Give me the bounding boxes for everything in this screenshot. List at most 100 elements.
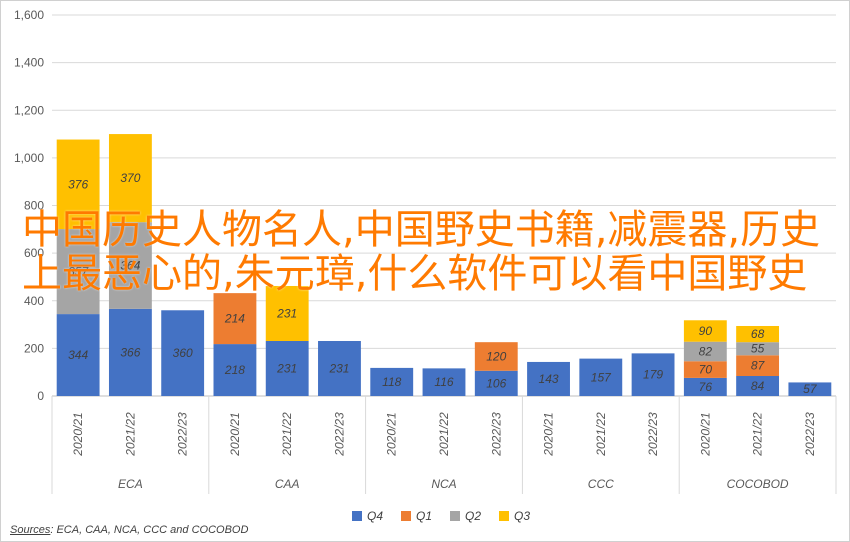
bar-segment-q1: [736, 355, 780, 376]
x-tick-label: 2022/23: [332, 412, 346, 457]
group-label: NCA: [431, 477, 456, 491]
x-tick-label: 2020/21: [542, 412, 556, 456]
group-label: ECA: [118, 477, 143, 491]
bar-segment-q4: [631, 353, 675, 396]
legend-label: Q1: [416, 509, 433, 523]
group-label: COCOBOD: [727, 477, 789, 491]
bar-segment-q1: [474, 342, 518, 371]
data-label: 76: [699, 380, 713, 394]
bar-segment-q4: [265, 340, 309, 396]
legend-swatch: [401, 511, 412, 521]
data-label: 179: [643, 368, 663, 382]
source-text: : ECA, CAA, NCA, CCC and COCOBOD: [50, 524, 249, 536]
bar-segment-q3: [683, 320, 727, 342]
legend-swatch: [352, 511, 362, 521]
bar-segment-q4: [370, 367, 414, 396]
data-label: 70: [699, 363, 713, 377]
bar-segment-q2: [108, 222, 152, 309]
data-label: 214: [224, 312, 245, 326]
bar-segment-q4: [318, 340, 361, 396]
data-label: 231: [328, 361, 349, 375]
x-tick-label: 2021/22: [751, 412, 765, 457]
legend-swatch: [450, 511, 461, 521]
data-label: 231: [276, 361, 297, 375]
y-tick-label: 600: [24, 246, 44, 260]
x-tick-label: 2022/23: [803, 412, 817, 457]
data-label: 84: [751, 379, 765, 393]
x-tick-label: 2020/21: [385, 412, 399, 456]
data-label: 87: [751, 359, 766, 373]
y-tick-label: 1,600: [14, 8, 44, 22]
bar-segment-q4: [736, 375, 780, 396]
y-tick-label: 200: [24, 341, 44, 355]
bar-segment-q4: [683, 377, 727, 396]
bar-segment-q4: [108, 308, 152, 396]
x-tick-label: 2021/22: [123, 412, 137, 457]
bar-segment-q4: [474, 370, 518, 396]
data-label: 364: [120, 259, 140, 273]
y-tick-label: 1,200: [14, 103, 44, 117]
legend-swatch: [499, 511, 510, 521]
x-tick-label: 2020/21: [71, 412, 85, 456]
group-label: CCC: [588, 477, 614, 491]
x-tick-label: 2021/22: [437, 412, 451, 457]
data-label: 57: [803, 382, 818, 396]
legend: Q4 Q1 Q2 Q3: [352, 509, 530, 523]
bar-segment-q3: [108, 134, 152, 223]
legend-label: Q4: [367, 509, 384, 523]
legend-label: Q2: [465, 509, 482, 523]
y-tick-label: 1,000: [14, 151, 44, 165]
x-axis: ECA CAA NCA CCC COCOBOD 2020/21 2021/22 2022/23…: [51, 396, 837, 494]
x-tick-label: 2022/23: [646, 412, 660, 457]
data-label: 157: [591, 370, 612, 384]
bar-segment-q4: [161, 310, 205, 396]
y-axis: 0 200 400 600 800 1,000 1,200 1,400 1,600: [14, 8, 44, 403]
y-tick-label: 0: [37, 389, 44, 403]
bar-segment-q2: [56, 229, 100, 315]
bar-segment-q2: [683, 341, 727, 362]
data-label: 143: [539, 372, 559, 386]
bar-segment-q1: [683, 361, 727, 378]
bar-segment-q4: [788, 382, 832, 396]
data-label: 344: [68, 348, 88, 362]
legend-item-q4: Q4: [352, 509, 383, 523]
legend-item-q3: Q3: [499, 509, 530, 523]
data-label: 90: [699, 324, 713, 338]
data-label: 218: [224, 363, 245, 377]
bar-segment-q1: [213, 293, 257, 345]
data-label: 376: [68, 177, 88, 191]
data-label: 357: [68, 265, 89, 279]
bars: 344 357 376 366 364 370 360 218 214 231 231 231 118 1…: [56, 134, 832, 396]
bar-segment-q3: [736, 325, 780, 343]
data-label: 370: [120, 171, 140, 185]
bar-segment-q4: [579, 358, 623, 396]
data-label: 82: [699, 344, 713, 358]
x-tick-label: 2022/23: [176, 412, 190, 457]
data-label: 68: [751, 327, 765, 341]
x-tick-label: 2020/21: [228, 412, 242, 456]
bar-segment-q3: [56, 139, 100, 230]
bar-segment-q4: [213, 344, 257, 396]
data-label: 118: [382, 375, 401, 389]
bar-segment-q4: [527, 361, 570, 396]
x-tick-label: 2022/23: [489, 412, 503, 457]
y-tick-label: 800: [24, 199, 44, 213]
bar-segment-q4: [56, 314, 100, 396]
bar-segment-q4: [422, 368, 466, 396]
data-label: 120: [486, 349, 506, 363]
x-tick-label: 2021/22: [280, 412, 294, 457]
source-prefix: Sources: [10, 524, 51, 536]
legend-label: Q3: [514, 509, 531, 523]
legend-item-q2: Q2: [450, 509, 481, 523]
group-label: CAA: [275, 477, 300, 491]
x-tick-label: 2020/21: [698, 412, 712, 456]
data-label: 360: [173, 346, 193, 360]
y-tick-label: 400: [24, 294, 44, 308]
data-label: 55: [751, 342, 765, 356]
data-label: 106: [486, 376, 506, 390]
bar-segment-q2: [736, 342, 780, 356]
data-label: 231: [276, 306, 297, 320]
overlay-watermark-text: 中国历史人物名人,中国野史书籍,减震器,历史上最恶心的,朱元璋,什么软件可以看中…: [22, 207, 821, 297]
legend-item-q1: Q1: [401, 509, 432, 523]
